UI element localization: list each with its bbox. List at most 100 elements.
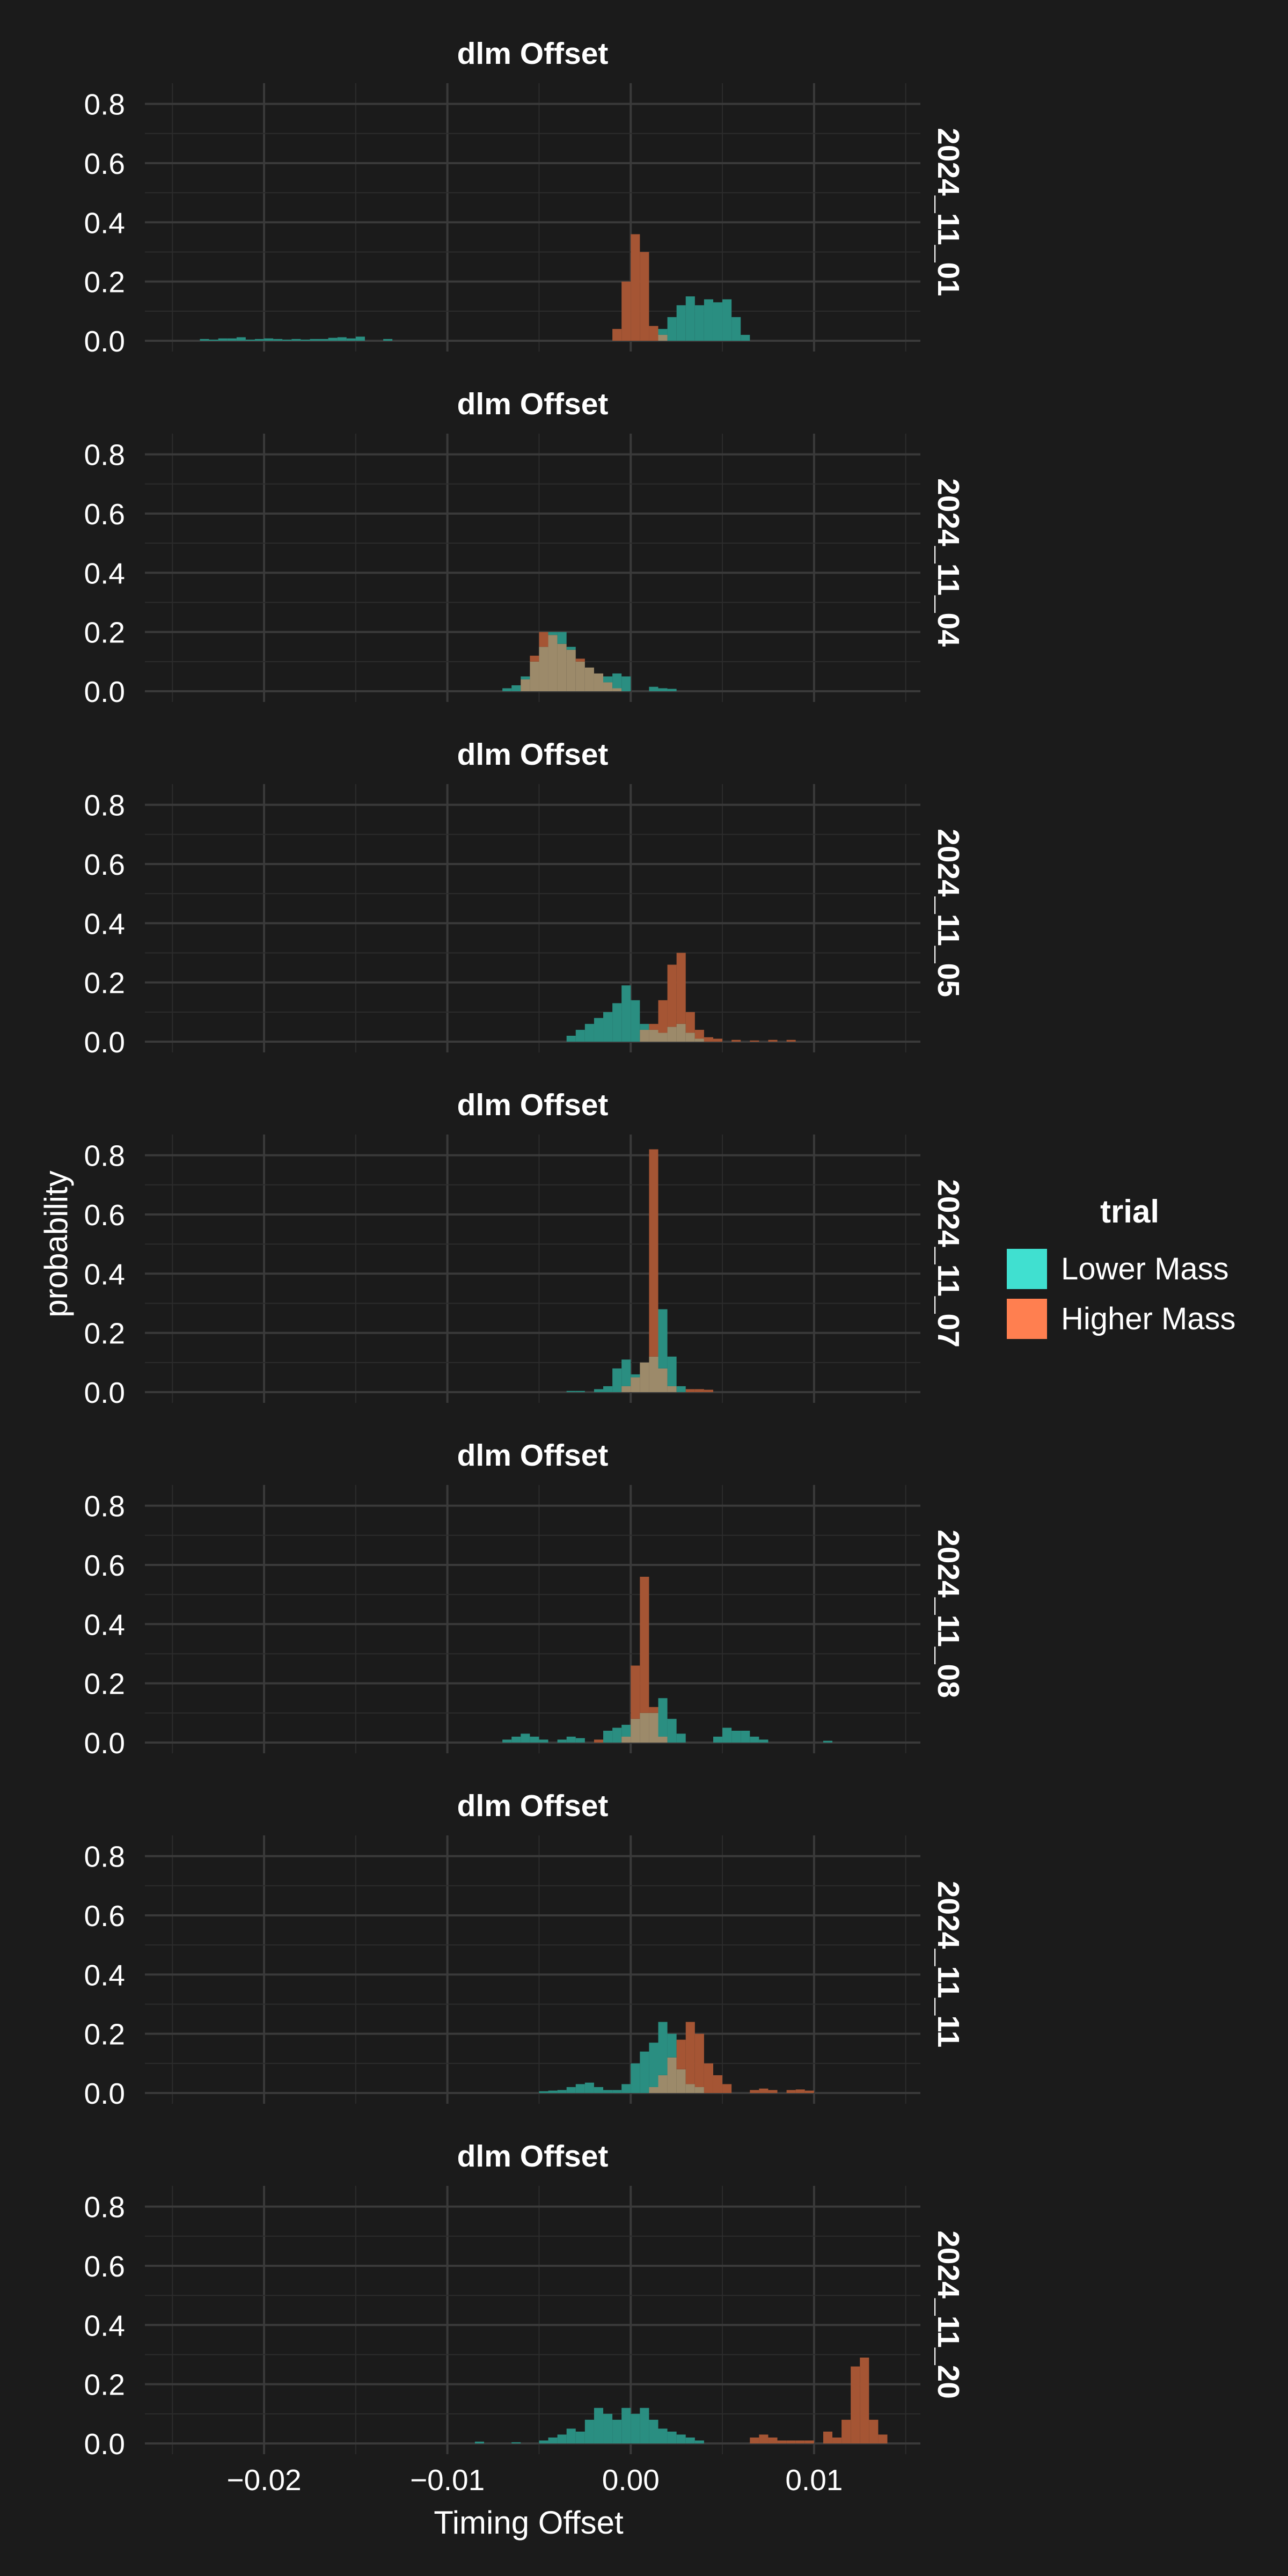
histogram-bar-overlap <box>685 1033 695 1042</box>
histogram-bar-overlap <box>539 647 548 691</box>
y-tick-label: 0.6 <box>84 497 125 531</box>
histogram-bar-lower-mass <box>502 1739 512 1743</box>
histogram-bar-lower-mass <box>511 1736 521 1743</box>
y-tick-label: 0.8 <box>84 1490 125 1523</box>
histogram-bar-lower-mass <box>621 676 631 691</box>
histogram-bar-higher-mass <box>759 2088 769 2093</box>
histogram-bar-overlap <box>676 1023 686 1042</box>
histogram-bar-higher-mass <box>704 1389 713 1392</box>
histogram-bar-higher-mass <box>777 2440 787 2443</box>
histogram-bar-lower-mass <box>584 2419 594 2443</box>
y-tick-label: 0.6 <box>84 848 125 881</box>
x-tick-label: −0.01 <box>410 2463 485 2497</box>
histogram-bar-lower-mass <box>640 2051 649 2093</box>
histogram-bar-lower-mass <box>658 1698 668 1737</box>
histogram-bar-lower-mass <box>584 2082 594 2093</box>
histogram-bar-higher-mass <box>631 234 640 341</box>
histogram-bar-higher-mass <box>649 1023 658 1030</box>
histogram-bar-overlap <box>631 1377 640 1392</box>
y-tick-label: 0.8 <box>84 438 125 472</box>
y-tick-label: 0.0 <box>84 2427 125 2461</box>
histogram-bar-lower-mass <box>741 1730 750 1743</box>
histogram-bar-lower-mass <box>631 1000 640 1042</box>
histogram-bar-lower-mass <box>575 1029 585 1042</box>
histogram-bar-lower-mass <box>649 686 658 691</box>
y-tick-label: 0.8 <box>84 1139 125 1173</box>
legend: trial Lower Mass Higher Mass <box>1007 1194 1236 1339</box>
histogram-bar-lower-mass <box>612 2419 622 2443</box>
histogram-bar-higher-mass <box>649 1707 658 1713</box>
histogram-bar-lower-mass <box>346 338 356 341</box>
facet-strip-label: 2024_11_11 <box>931 1881 965 2048</box>
histogram-bar-lower-mass <box>310 339 319 341</box>
y-tick-label: 0.4 <box>84 1958 125 1992</box>
histogram-bar-higher-mass <box>750 1040 759 1042</box>
histogram-bar-overlap <box>658 1736 668 1743</box>
histogram-bar-lower-mass <box>254 339 265 341</box>
histogram-bar-higher-mass <box>713 1038 723 1042</box>
y-tick-label: 0.4 <box>84 1608 125 1641</box>
histogram-bar-lower-mass <box>676 2434 686 2443</box>
facet-strip-label: 2024_11_07 <box>931 1179 965 1348</box>
histogram-bar-lower-mass <box>722 1728 732 1743</box>
histogram-bar-lower-mass <box>566 647 576 650</box>
histogram-bar-higher-mass <box>694 2033 704 2087</box>
histogram-bar-lower-mass <box>612 673 622 689</box>
histogram-bar-lower-mass <box>539 2091 548 2093</box>
histogram-bar-higher-mass <box>841 2419 851 2443</box>
histogram-bar-lower-mass <box>236 337 246 341</box>
facet-strip-label: 2024_11_20 <box>931 2230 965 2399</box>
histogram-bar-higher-mass <box>631 1665 640 1719</box>
histogram-bar-overlap <box>667 1386 677 1392</box>
histogram-bar-lower-mass <box>603 2090 613 2093</box>
y-tick-label: 0.2 <box>84 1667 125 1701</box>
histogram-bar-lower-mass <box>557 2090 567 2093</box>
histogram-bar-higher-mass <box>768 2090 778 2093</box>
histogram-bar-lower-mass <box>603 2413 613 2443</box>
histogram-bar-lower-mass <box>621 985 631 1042</box>
histogram-bar-overlap <box>658 2075 668 2093</box>
histogram-bar-lower-mass <box>584 1023 594 1042</box>
y-tick-label: 0.4 <box>84 206 125 239</box>
histogram-bar-higher-mass <box>878 2434 888 2443</box>
y-tick-label: 0.6 <box>84 1549 125 1582</box>
y-tick-label: 0.4 <box>84 557 125 590</box>
facet-strip-label: 2024_11_04 <box>931 478 965 647</box>
y-tick-label: 0.2 <box>84 266 125 299</box>
histogram-bar-lower-mass <box>658 2428 668 2443</box>
histogram-bar-higher-mass <box>869 2419 879 2443</box>
histogram-bar-higher-mass <box>731 1040 741 1042</box>
histogram-bar-lower-mass <box>731 1730 741 1743</box>
histogram-bar-overlap <box>548 635 558 691</box>
histogram-bar-lower-mass <box>694 2440 704 2443</box>
panel-2024_11_08: 0.0 0.2 0.4 0.6 0.8 dlm Offset 2024_11_08 <box>84 1438 965 1760</box>
histogram-bar-lower-mass <box>731 317 741 341</box>
histogram-bar-lower-mass <box>640 2407 649 2443</box>
histogram-bar-lower-mass <box>594 1018 604 1042</box>
histogram-bar-higher-mass <box>676 953 686 1024</box>
histogram-bar-overlap <box>631 1718 640 1743</box>
y-tick-label: 0.0 <box>84 1726 125 1760</box>
histogram-bar-lower-mass <box>759 1739 769 1743</box>
histogram-bar-lower-mass <box>694 305 704 341</box>
histogram-bar-lower-mass <box>594 1389 604 1392</box>
panel-2024_11_11: 0.0 0.2 0.4 0.6 0.8 dlm Offset 2024_11_11 <box>84 1789 965 2110</box>
histogram-bar-higher-mass <box>539 632 548 647</box>
histogram-bar-lower-mass <box>612 1368 622 1392</box>
histogram-bar-lower-mass <box>548 2437 558 2443</box>
histogram-bar-overlap <box>530 661 539 691</box>
histogram-bar-lower-mass <box>575 2084 585 2093</box>
histogram-bar-lower-mass <box>548 2090 558 2093</box>
histogram-bar-higher-mass <box>768 2437 778 2443</box>
histogram-bar-lower-mass <box>575 2431 585 2443</box>
histogram-bar-lower-mass <box>631 2413 640 2443</box>
histogram-bar-lower-mass <box>667 1718 677 1743</box>
histogram-bar-higher-mass <box>594 1739 604 1743</box>
panel-title: dlm Offset <box>457 1789 609 1823</box>
histogram-bar-lower-mass <box>511 685 521 691</box>
histogram-bar-lower-mass <box>566 2087 576 2093</box>
histogram-bar-higher-mass <box>795 2440 805 2443</box>
facet-strip-label: 2024_11_05 <box>931 829 965 997</box>
histogram-bar-lower-mass <box>209 339 218 341</box>
histogram-bar-overlap <box>594 673 604 691</box>
